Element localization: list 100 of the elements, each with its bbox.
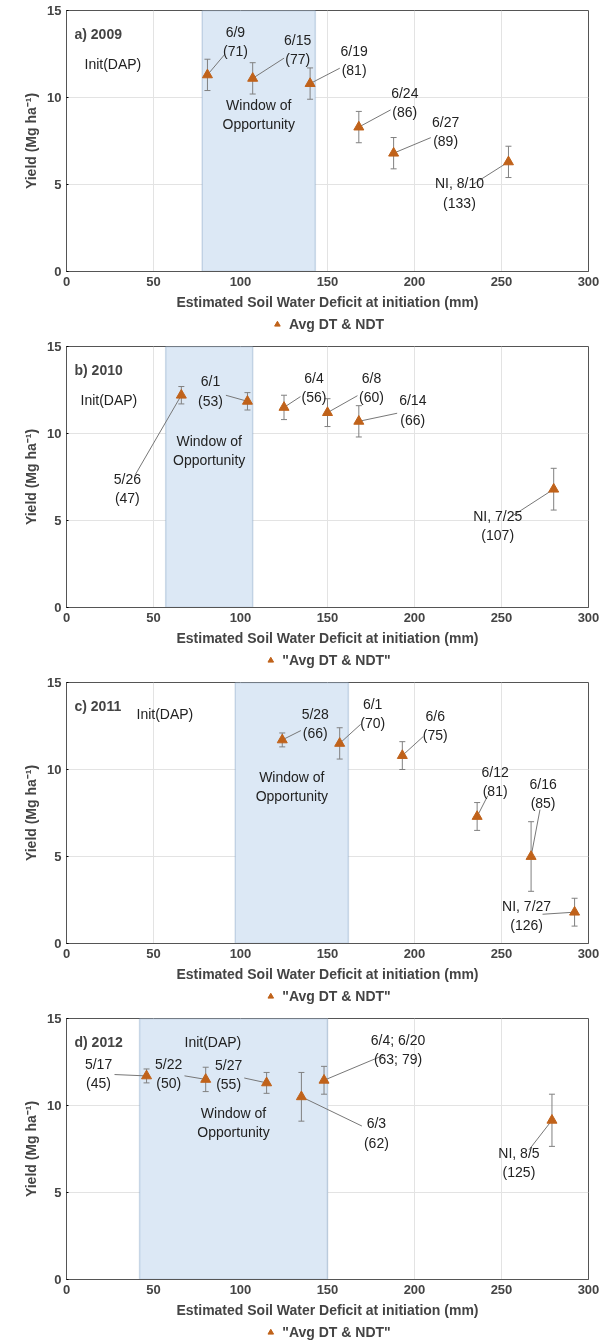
point [201, 68, 213, 79]
text: b) 2010 [74, 361, 123, 378]
x-tick-label: 150 [316, 273, 339, 289]
y-axis-title: Yield (Mg ha⁻¹) [23, 428, 40, 526]
annotation: Init(DAP) [84, 55, 142, 72]
y-tick-label: 15 [47, 339, 62, 354]
point [388, 146, 400, 157]
point [141, 1069, 153, 1080]
text: a) 2009 [74, 25, 123, 42]
y-axis-title: Yield (Mg ha⁻¹) [23, 92, 40, 190]
annotation: 6/9 (71) [222, 24, 248, 60]
x-tick-label: 200 [403, 1281, 426, 1297]
annotation: 5/27 (55) [214, 1056, 243, 1093]
x-tick-label: 250 [490, 609, 513, 625]
point [546, 1114, 558, 1124]
y-axis-title: Yield (Mg ha⁻¹) [23, 1100, 40, 1198]
annotation: 6/15 (77) [284, 31, 312, 67]
x-tick-label: 250 [490, 945, 513, 961]
band-label: Window of Opportunity [255, 769, 329, 805]
x-tick-label: 300 [577, 273, 600, 289]
legend-label: Avg DT & NDT [288, 316, 385, 332]
annotation: 6/14 (66) [399, 392, 427, 428]
point [471, 810, 483, 820]
legend-label: "Avg DT & NDT" [282, 652, 391, 668]
annotation: 6/1 (53) [198, 373, 223, 409]
x-tick-label: 200 [403, 273, 426, 289]
y-tick-label: 10 [47, 762, 62, 777]
legend-label: "Avg DT & NDT" [282, 988, 391, 1004]
x-tick-label: 250 [490, 1281, 513, 1297]
annotation: 5/26 (47) [113, 470, 142, 507]
annotation: 6/12 (81) [481, 763, 509, 799]
annotation: 5/28 (66) [301, 705, 330, 741]
point [353, 415, 365, 425]
y-axis-title: Yield (Mg ha⁻¹) [23, 764, 40, 862]
annotation: 6/16 (85) [529, 775, 557, 811]
x-tick-label: 150 [316, 945, 339, 961]
annotation: 6/6 (75) [422, 707, 448, 744]
point [318, 1074, 330, 1084]
annotation: 6/24 (86) [391, 84, 419, 120]
band-label: Window of Opportunity [197, 1105, 270, 1141]
x-axis-title: Estimated Soil Water Deficit at initiation (mm) [176, 629, 479, 646]
x-tick-label: 150 [316, 609, 339, 625]
annotation: Init(DAP) [184, 1033, 242, 1050]
x-tick-label: 250 [490, 273, 513, 289]
point [278, 401, 290, 411]
annotation: 6/4 (56) [301, 370, 327, 406]
point [396, 749, 408, 759]
point [200, 1073, 212, 1083]
point [261, 1076, 273, 1087]
point [276, 733, 288, 744]
annotation: Init(DAP) [80, 391, 138, 408]
x-tick-label: 300 [577, 609, 600, 625]
annotation: 5/17 (45) [84, 1056, 113, 1092]
annotation: 6/1 (70) [360, 695, 386, 731]
point [295, 1090, 307, 1101]
annotation: 6/19 (81) [340, 43, 368, 79]
y-tick-label: 5 [54, 1185, 62, 1200]
annotation: NI, 8/10 (133) [434, 175, 485, 211]
x-tick-label: 50 [146, 1281, 161, 1297]
x-tick-label: 200 [403, 945, 426, 961]
x-tick-label: 200 [403, 609, 426, 625]
x-tick-label: 100 [229, 609, 252, 625]
band-label: Window of Opportunity [172, 433, 246, 469]
x-tick-label: 100 [229, 273, 252, 289]
y-tick-label: 15 [47, 1011, 62, 1026]
x-axis-title: Estimated Soil Water Deficit at initiation (mm) [176, 965, 479, 982]
y-tick-label: 15 [47, 675, 62, 690]
point [322, 406, 333, 417]
x-tick-label: 150 [316, 1281, 339, 1297]
y-tick-label: 5 [54, 177, 62, 192]
x-tick-label: 50 [146, 945, 161, 961]
point [525, 850, 537, 860]
legend-label: "Avg DT & NDT" [282, 1324, 391, 1340]
x-tick-label: 300 [577, 1281, 600, 1297]
y-tick-label: 5 [54, 849, 62, 864]
point [334, 737, 346, 747]
y-tick-label: 5 [54, 513, 62, 528]
x-axis-title: Estimated Soil Water Deficit at initiation (mm) [176, 1301, 479, 1318]
y-tick-label: 10 [47, 426, 62, 441]
point [548, 482, 560, 493]
x-tick-label: 300 [577, 945, 600, 961]
annotation: Init(DAP) [136, 705, 194, 722]
x-axis-title: Estimated Soil Water Deficit at initiation (mm) [176, 293, 479, 310]
x-tick-label: 100 [229, 1281, 252, 1297]
point [304, 77, 316, 87]
point [569, 905, 581, 916]
point [247, 72, 259, 82]
y-tick-label: 15 [47, 3, 62, 18]
text: d) 2012 [74, 1033, 123, 1050]
x-tick-label: 50 [146, 273, 161, 289]
text: c) 2011 [74, 697, 122, 714]
point [353, 120, 365, 131]
x-tick-label: 100 [229, 945, 252, 961]
annotation: NI, 7/27 (126) [502, 897, 552, 933]
band-label: Window of Opportunity [222, 97, 295, 133]
x-tick-label: 50 [146, 609, 161, 625]
point [502, 155, 514, 166]
annotation: 5/22 (50) [155, 1055, 183, 1091]
annotation: 6/8 (60) [359, 370, 384, 406]
annotation: 6/3 (62) [363, 1115, 389, 1151]
